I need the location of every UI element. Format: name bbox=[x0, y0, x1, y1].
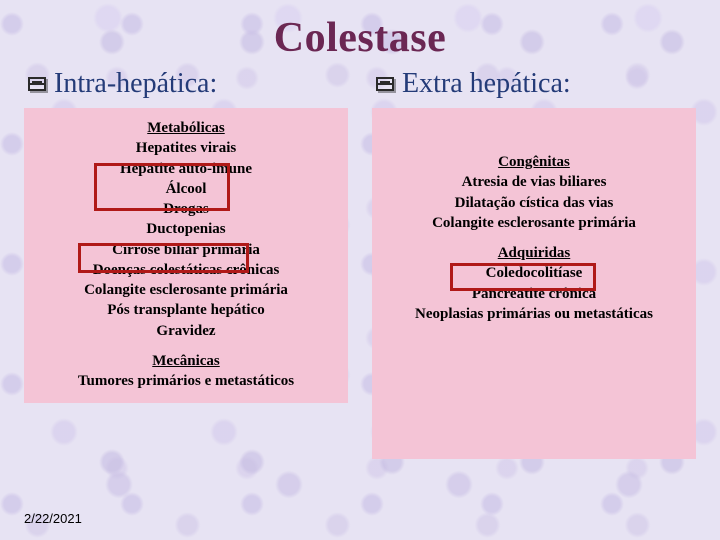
list-item: Colangite esclerosante primária bbox=[34, 280, 338, 300]
left-heading: Intra-hepática: bbox=[24, 66, 348, 108]
bullet-icon bbox=[28, 77, 46, 91]
right-heading-text: Extra hepática: bbox=[402, 68, 571, 100]
bullet-icon bbox=[376, 77, 394, 91]
list-item: Drogas bbox=[34, 199, 338, 219]
left-panel: Metabólicas Hepatites virais Hepatite au… bbox=[24, 108, 348, 403]
footer-date: 2/22/2021 bbox=[24, 511, 82, 526]
list-item: Ductopenias bbox=[34, 219, 338, 239]
right-column: Extra hepática: Congênitas Atresia de vi… bbox=[372, 66, 696, 459]
page-title: Colestase bbox=[0, 0, 720, 62]
left-heading-text: Intra-hepática: bbox=[54, 68, 217, 100]
list-item: Hepatite auto-imune bbox=[34, 159, 338, 179]
list-item: Dilatação cística das vias bbox=[382, 193, 686, 213]
list-item: Atresia de vias biliares bbox=[382, 172, 686, 192]
group-title: Congênitas bbox=[382, 152, 686, 172]
list-item: Colangite esclerosante primária bbox=[382, 213, 686, 233]
list-item: Coledocolitíase bbox=[382, 263, 686, 283]
list-item: Neoplasias primárias ou metastáticas bbox=[382, 304, 686, 324]
group-title: Mecânicas bbox=[34, 351, 338, 371]
columns-container: Intra-hepática: Metabólicas Hepatites vi… bbox=[0, 62, 720, 459]
list-item: Hepatites virais bbox=[34, 138, 338, 158]
left-column: Intra-hepática: Metabólicas Hepatites vi… bbox=[24, 66, 348, 459]
list-item: Pancreatite crônica bbox=[382, 284, 686, 304]
list-item: Pós transplante hepático bbox=[34, 300, 338, 320]
group-title: Adquiridas bbox=[382, 243, 686, 263]
list-item: Gravidez bbox=[34, 321, 338, 341]
spacer bbox=[34, 341, 338, 351]
list-item: Álcool bbox=[34, 179, 338, 199]
right-heading: Extra hepática: bbox=[372, 66, 696, 108]
list-item: Doenças colestáticas crônicas bbox=[34, 260, 338, 280]
list-item: Tumores primários e metastáticos bbox=[34, 371, 338, 391]
group-title: Metabólicas bbox=[34, 118, 338, 138]
list-item: Cirrose biliar primária bbox=[34, 240, 338, 260]
right-panel: Congênitas Atresia de vias biliares Dila… bbox=[372, 108, 696, 459]
spacer bbox=[382, 233, 686, 243]
